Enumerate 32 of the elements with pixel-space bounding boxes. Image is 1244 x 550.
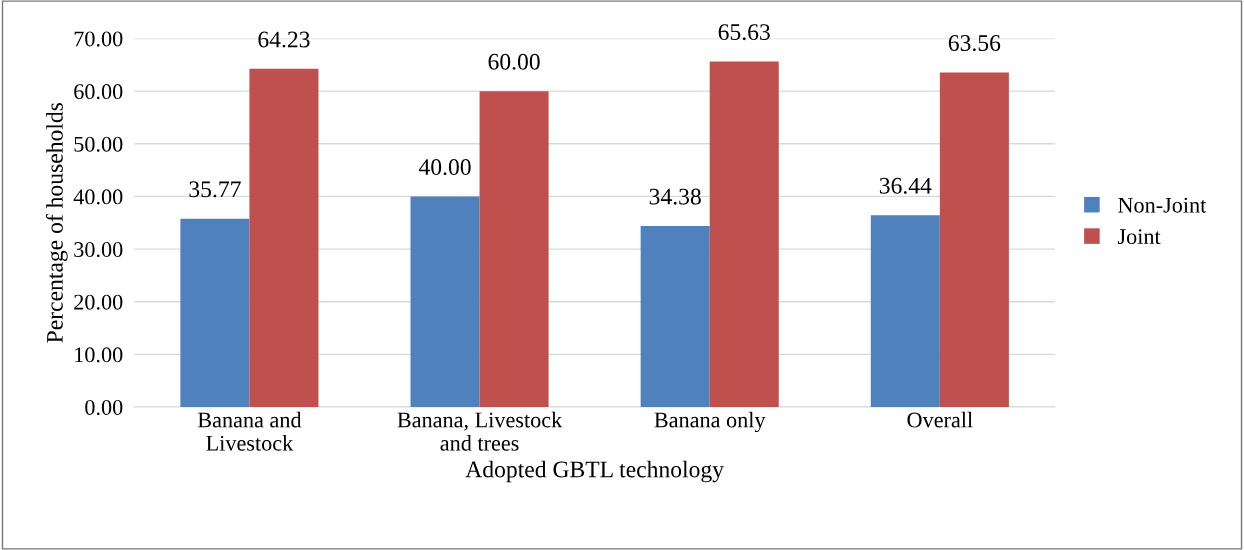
bar (640, 226, 710, 407)
y-tick-label: 70.00 (74, 31, 123, 47)
legend-label: Joint (1117, 229, 1161, 245)
text: 40.00 (418, 159, 471, 176)
bar (479, 91, 549, 407)
x-tick-label: Overall (907, 411, 973, 428)
x-tick-label: Banana, Livestock and trees (397, 411, 563, 451)
bar (180, 218, 250, 407)
text: 60.00 (488, 53, 540, 70)
bar (870, 215, 940, 407)
bar (709, 61, 779, 407)
legend-label: Non-Joint (1118, 197, 1207, 213)
y-tick-label: 30.00 (74, 242, 123, 258)
y-tick-label: 0.00 (85, 399, 123, 416)
y-tick-label: 10.00 (75, 347, 123, 363)
y-tick-label: 50.00 (74, 136, 123, 152)
y-tick-label: 60.00 (74, 84, 123, 100)
text: 35.77 (189, 181, 241, 198)
text: 34.38 (649, 188, 701, 205)
x-tick-label: Banana only (654, 411, 766, 433)
y-tick-label: 20.00 (74, 294, 123, 310)
text: 65.63 (718, 24, 770, 41)
x-tick-label: Banana and Livestock (197, 411, 302, 451)
text: 63.56 (948, 35, 1001, 52)
text: 36.44 (879, 177, 932, 194)
bar (939, 72, 1009, 407)
y-axis-title: Percentage of households (45, 102, 68, 343)
text: 64.23 (258, 31, 310, 48)
bar (249, 68, 319, 407)
y-tick-label: 40.00 (73, 189, 123, 205)
x-axis-title: Adopted GBTL technology (465, 460, 724, 483)
bar (410, 196, 480, 407)
